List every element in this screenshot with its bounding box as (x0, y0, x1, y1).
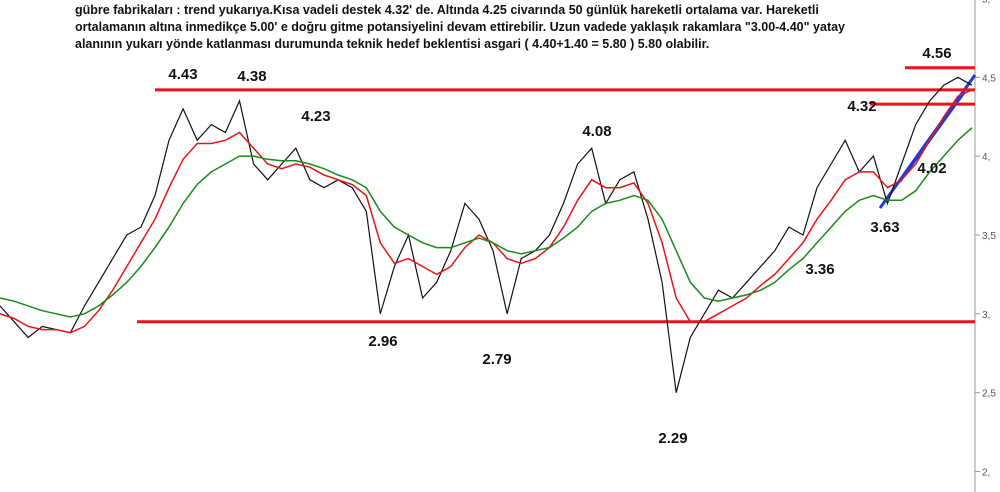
y-tick-label: 5, (982, 0, 990, 5)
title-line: alanının yukarı yönde katlanması durumun… (75, 37, 709, 51)
title-line: gübre fabrikaları : trend yukarıya.Kısa … (75, 3, 819, 17)
price-label: 2.79 (482, 351, 511, 368)
price-label: 2.96 (368, 333, 397, 350)
price-label: 4.38 (237, 68, 266, 85)
series-line (0, 76, 973, 393)
price-label: 4.32 (847, 98, 876, 115)
trend-line (878, 74, 977, 209)
y-tick-label: 2,5 (982, 389, 996, 400)
series-line (0, 127, 973, 318)
price-label: 4.02 (917, 160, 946, 177)
price-label: 4.43 (168, 66, 197, 83)
price-label: 4.23 (301, 108, 330, 125)
price-label: 2.29 (658, 430, 687, 447)
price-label: 3.36 (805, 261, 834, 278)
price-label: 4.56 (922, 45, 951, 62)
title-line: ortalamanın altına inmedikçe 5.00' e doğ… (75, 20, 845, 34)
y-tick-label: 2, (982, 468, 990, 479)
series-line (0, 89, 973, 334)
y-tick-label: 4, (982, 152, 990, 163)
y-tick-label: 3,5 (982, 231, 996, 242)
price-label: 4.08 (582, 123, 611, 140)
price-label: 3.63 (870, 219, 899, 236)
y-tick-label: 3, (982, 310, 990, 321)
y-tick-label: 4,5 (982, 73, 996, 84)
